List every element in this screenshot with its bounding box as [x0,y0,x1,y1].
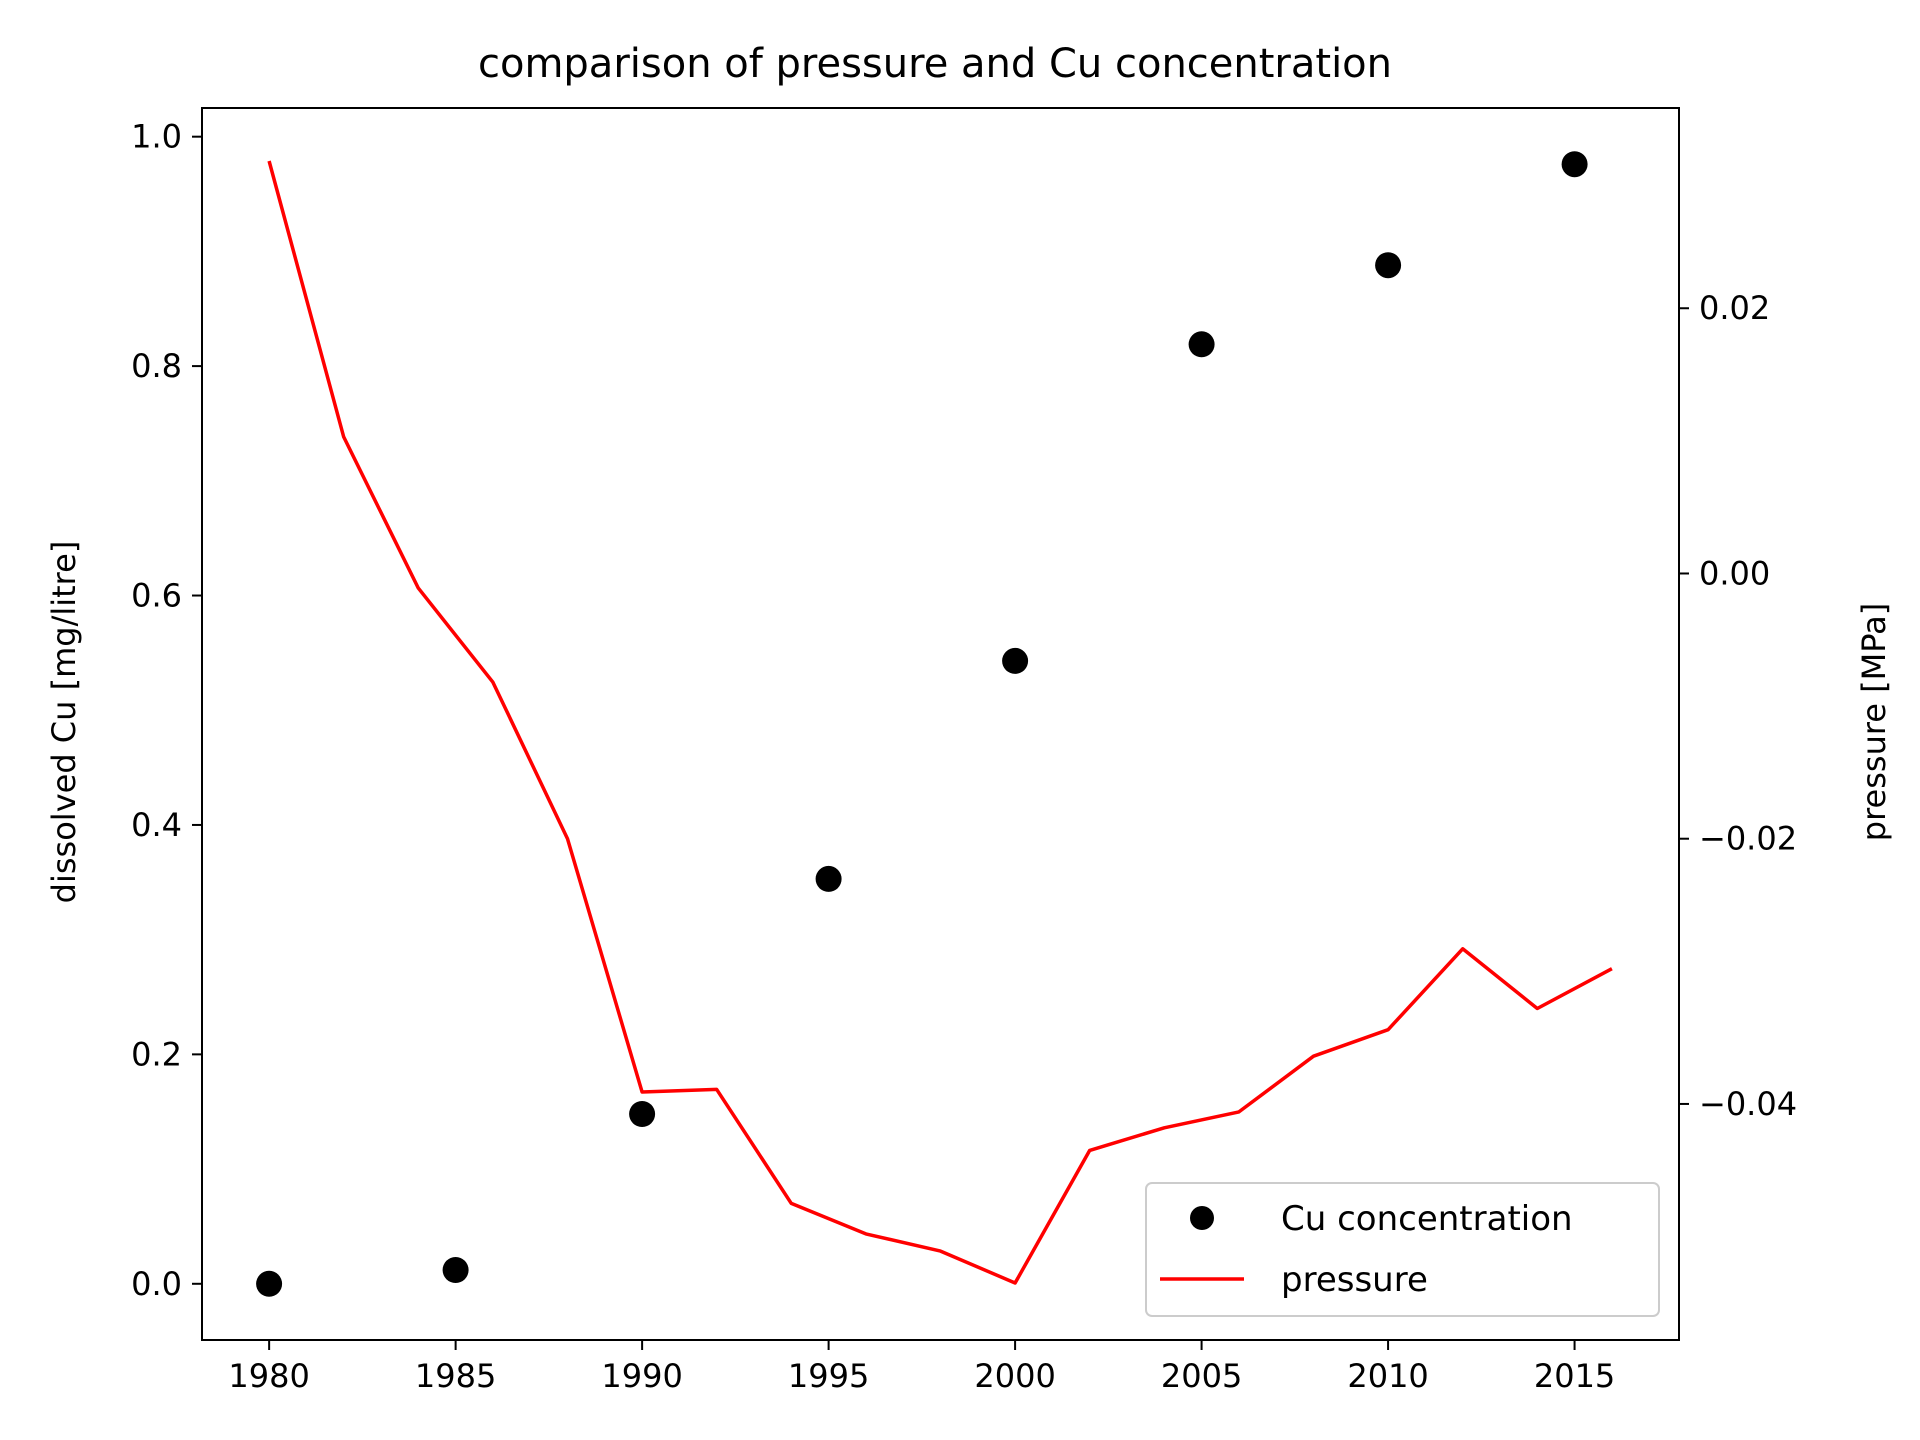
y-right-tick-label: −0.04 [1699,1085,1797,1123]
y-left-tick-label: 0.4 [131,806,182,844]
cu-point [1002,647,1029,674]
y-right-tick-label: 0.02 [1699,289,1770,327]
x-tick-label: 2010 [1347,1357,1428,1395]
y-right-tick-label: −0.02 [1699,820,1797,858]
x-tick-label: 2000 [974,1357,1055,1395]
x-axis: 1980 1985 1990 1995 2000 2005 2010 2015 [228,1340,1615,1395]
cu-point [1375,252,1402,279]
x-tick-label: 2005 [1161,1357,1242,1395]
y-left-axis-label: dissolved Cu [mg/litre] [45,541,83,904]
cu-point [629,1101,656,1127]
y-left-tick-label: 0.6 [131,577,182,615]
y-left-tick-label: 0.8 [131,347,182,385]
y-right-axis-label: pressure [MPa] [1855,603,1893,841]
y-left-tick-label: 0.2 [131,1035,182,1073]
series-layer [256,151,1613,1297]
legend-label-cu: Cu concentration [1281,1199,1573,1239]
chart-title: comparison of pressure and Cu concentrat… [478,41,1392,87]
pressure-line [267,160,1613,1285]
cu-point [1188,331,1215,358]
y-left-tick-label: 0.0 [131,1265,182,1303]
y-left-tick-label: 1.0 [131,118,182,156]
plot-frame [201,107,1680,1341]
legend-marker-cu [1190,1206,1214,1230]
legend-box [1145,1182,1660,1317]
x-tick-label: 1980 [228,1357,309,1395]
cu-point [256,1270,283,1297]
cu-point [1561,151,1588,178]
y-right-tick-label: 0.00 [1699,554,1770,592]
x-tick-label: 1985 [415,1357,496,1395]
x-tick-label: 1995 [788,1357,869,1395]
legend: Cu concentration pressure [1145,1182,1660,1317]
legend-label-pressure: pressure [1281,1260,1428,1300]
x-tick-label: 2015 [1534,1357,1615,1395]
y-right-axis: −0.04 −0.02 0.00 0.02 [1679,289,1797,1123]
cu-point [442,1257,469,1283]
y-left-axis: 0.0 0.2 0.4 0.6 0.8 1.0 [131,118,202,1303]
x-tick-label: 1990 [601,1357,682,1395]
cu-point [815,865,842,892]
